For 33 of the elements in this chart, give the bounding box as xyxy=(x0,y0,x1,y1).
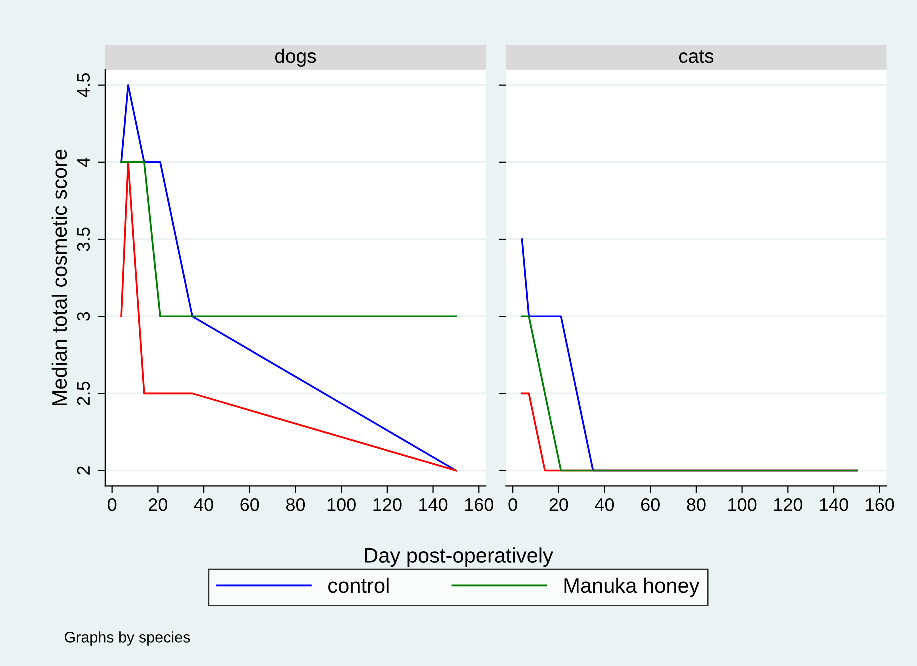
x-tick-label: 140 xyxy=(420,498,448,512)
y-tick-label: 3 xyxy=(77,312,90,321)
x-tick-label: 80 xyxy=(286,498,306,512)
x-tick-label: 160 xyxy=(866,498,894,512)
x-tick-label: 0 xyxy=(508,498,518,512)
x-tick-label: 120 xyxy=(374,498,402,512)
x-tick-label: 20 xyxy=(149,498,168,512)
x-tick-label: 140 xyxy=(820,498,848,512)
y-tick-label: 2.5 xyxy=(77,382,90,406)
line-series xyxy=(120,84,458,472)
chart-title: dogs xyxy=(275,48,316,68)
y-axis-title: Median total cosmetic score xyxy=(52,150,68,406)
y-tick-label: 4 xyxy=(77,158,90,168)
x-tick-label: 120 xyxy=(774,498,803,512)
x-tick-label: 40 xyxy=(194,498,214,512)
chart-title: cats xyxy=(679,50,714,64)
x-tick-label: 60 xyxy=(641,498,660,512)
x-tick-label: 100 xyxy=(728,498,757,512)
x-tick-label: 80 xyxy=(687,498,706,512)
x-tick-label: 40 xyxy=(595,498,614,512)
x-axis-title: Day post-operatively xyxy=(365,548,554,568)
y-tick-label: 3.5 xyxy=(77,228,90,252)
legend-label: Manuka honey xyxy=(564,578,700,598)
text: Graphs by species xyxy=(64,632,190,646)
x-tick-label: 100 xyxy=(328,498,356,512)
legend-label: control xyxy=(328,578,389,594)
y-tick-label: 2 xyxy=(77,466,90,475)
x-tick-label: 60 xyxy=(240,498,260,512)
line-series xyxy=(120,162,458,472)
x-tick-label: 160 xyxy=(465,498,494,512)
x-tick-label: 20 xyxy=(550,498,568,512)
x-tick-label: 0 xyxy=(108,498,117,512)
y-tick-label: 4.5 xyxy=(77,74,90,98)
